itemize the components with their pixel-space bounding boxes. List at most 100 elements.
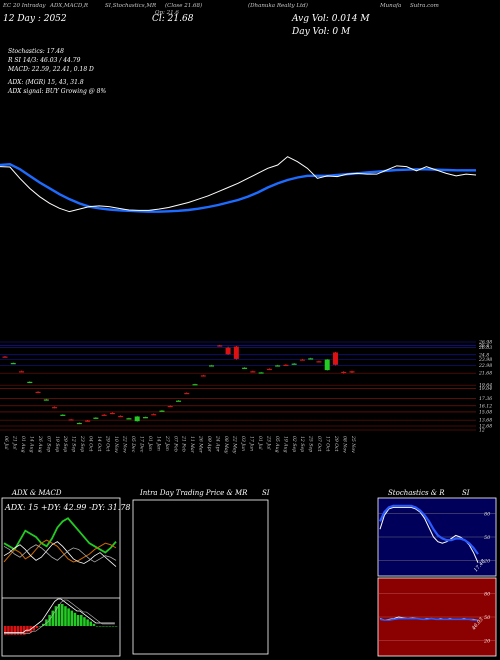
candle-x-tick-label: 17 Dec — [138, 436, 144, 453]
candle-body — [126, 418, 132, 420]
candle-x-tick-label: 22 Nov — [121, 435, 127, 453]
candle-body — [192, 384, 198, 386]
candle-body — [60, 414, 66, 416]
macd-signal-line — [4, 599, 115, 634]
candle-x-tick-label: 17 Jun — [248, 436, 254, 451]
candle-body — [52, 407, 58, 409]
rsi-tick-label: 20 — [483, 638, 491, 644]
candle-x-tick-label: 07 Feb — [172, 436, 178, 452]
macd-hist-bar — [76, 615, 80, 626]
header-item: (Close 21.68) — [165, 3, 203, 9]
candle-x-tick-label: 21 Jul — [11, 435, 17, 450]
candle-y-tick-label: 15.08 — [479, 409, 492, 415]
macd-hist-bar — [7, 626, 10, 635]
rsi-tick-label: 50 — [484, 615, 491, 621]
candle-body — [250, 371, 256, 373]
candle-y-tick-label: 22.98 — [478, 363, 492, 369]
macd-hist-bar — [80, 615, 83, 626]
macd-hist-bar — [108, 626, 112, 627]
candle-x-tick-label: 26 Aug — [37, 435, 43, 453]
candle-x-tick-label: 05 Aug — [274, 436, 280, 453]
rsi-tick-label: 80 — [484, 592, 491, 598]
header-item: (Dhanuka Realty Ltd) — [248, 3, 308, 9]
candle-y-tick-label: 24.8 — [478, 352, 489, 358]
rsi-stat: R SI 14/3: 46.03 / 44.79 — [8, 57, 81, 64]
candle-body — [184, 392, 190, 395]
candle-y-tick-label: 26.98 — [478, 340, 492, 346]
candle-body — [242, 367, 248, 369]
candle-body — [308, 358, 314, 360]
macd-stat: MACD: 22.59, 22.41, 0.18 D — [8, 66, 94, 73]
macd-hist-bar — [67, 608, 70, 626]
candle-x-tick-label: 19 Aug — [282, 436, 288, 453]
candle-body — [10, 363, 16, 365]
macd-hist-bar — [95, 626, 99, 627]
macd-hist-bar — [51, 610, 55, 626]
candle-body — [118, 415, 124, 418]
candle-x-tick-label: 01 Jan — [147, 436, 153, 451]
candle-y-tick-label: 26.4 — [478, 343, 489, 349]
candle-body — [291, 363, 297, 365]
macd-line — [4, 598, 115, 633]
macd-hist-bar — [83, 617, 86, 626]
candle-x-tick-label: 26 Mar — [198, 435, 204, 454]
candle-body — [349, 371, 355, 373]
candle-body — [43, 399, 49, 401]
stochastics-stat: Stochastics: 17.48 — [8, 48, 64, 55]
candle-body — [19, 371, 25, 373]
candle-body — [159, 410, 165, 412]
candle-y-tick-label: 21.68 — [478, 371, 492, 377]
candle-y-tick-label: 16.12 — [479, 403, 492, 409]
stoch-tick-label: 20 — [483, 558, 491, 564]
macd-hist-bar — [4, 626, 7, 635]
open-text: Op: 21.6 — [155, 10, 179, 16]
candle-body — [2, 356, 8, 358]
rsi-series-avg — [379, 617, 478, 621]
intraday-panel-title: Intra Day Trading Price & MR — [140, 489, 248, 497]
macd-hist-bar — [42, 623, 45, 626]
macd-hist-bar — [13, 626, 17, 635]
candle-body — [316, 361, 322, 363]
candle-body — [85, 420, 91, 422]
candle-x-tick-label: 27 Jan — [164, 435, 170, 451]
candle-body — [332, 352, 338, 365]
candle-x-tick-label: 24 Apr — [215, 435, 221, 453]
candle-x-tick-label: 04 Oct — [88, 436, 94, 452]
candle-x-tick-label: 06 Jul — [3, 436, 9, 450]
macd-hist-bar — [32, 626, 36, 631]
macd-hist-bar — [10, 626, 13, 635]
intraday-panel-suffix: SI — [262, 489, 270, 497]
stoch-tick-label: 80 — [484, 512, 491, 518]
macd-hist-bar — [61, 604, 64, 626]
candle-body — [35, 391, 41, 394]
macd-hist-bar — [26, 626, 29, 633]
candle-body — [101, 414, 107, 416]
header-item: SI,Stochastics,MR — [105, 3, 157, 9]
header-item: EC 20 Intraday — [3, 3, 46, 9]
macd-hist-bar — [111, 626, 115, 627]
stoch-series-d — [379, 504, 479, 555]
candle-y-tick-label: 17.36 — [479, 396, 492, 402]
candle-body — [142, 417, 148, 419]
macd-hist-bar — [73, 612, 77, 626]
header-item: Munafa — [380, 3, 402, 9]
adx-panel-title: ADX & MACD — [12, 489, 62, 497]
candle-x-tick-label: 12 Sep — [299, 436, 305, 452]
candle-x-tick-label: 23 Sep — [79, 435, 85, 452]
candle-x-tick-label: 25 Nov — [350, 435, 356, 453]
adx-signal-stat: ADX signal: BUY Growing @ 8% — [8, 88, 107, 95]
candle-x-tick-label: 02 Sep — [291, 436, 297, 452]
candle-body — [27, 381, 33, 384]
candle-x-tick-label: 29 Sep — [62, 435, 68, 452]
candle-x-tick-label: 08 Nov — [342, 436, 348, 453]
macd-hist-bar — [57, 604, 61, 626]
candle-body — [167, 405, 173, 408]
candle-x-tick-label: 03 Jun — [240, 436, 246, 451]
candle-y-tick-label: 12 — [479, 428, 485, 434]
candle-y-tick-label: 12.68 — [479, 424, 492, 430]
candle-x-tick-label: 09 Apr — [206, 436, 212, 453]
candle-x-tick-label: 23 Jul — [265, 435, 271, 450]
candle-y-tick-label: 19.04 — [479, 386, 492, 392]
adx-panel-frame — [1, 497, 121, 657]
candle-x-tick-label: 08 May — [223, 436, 229, 454]
